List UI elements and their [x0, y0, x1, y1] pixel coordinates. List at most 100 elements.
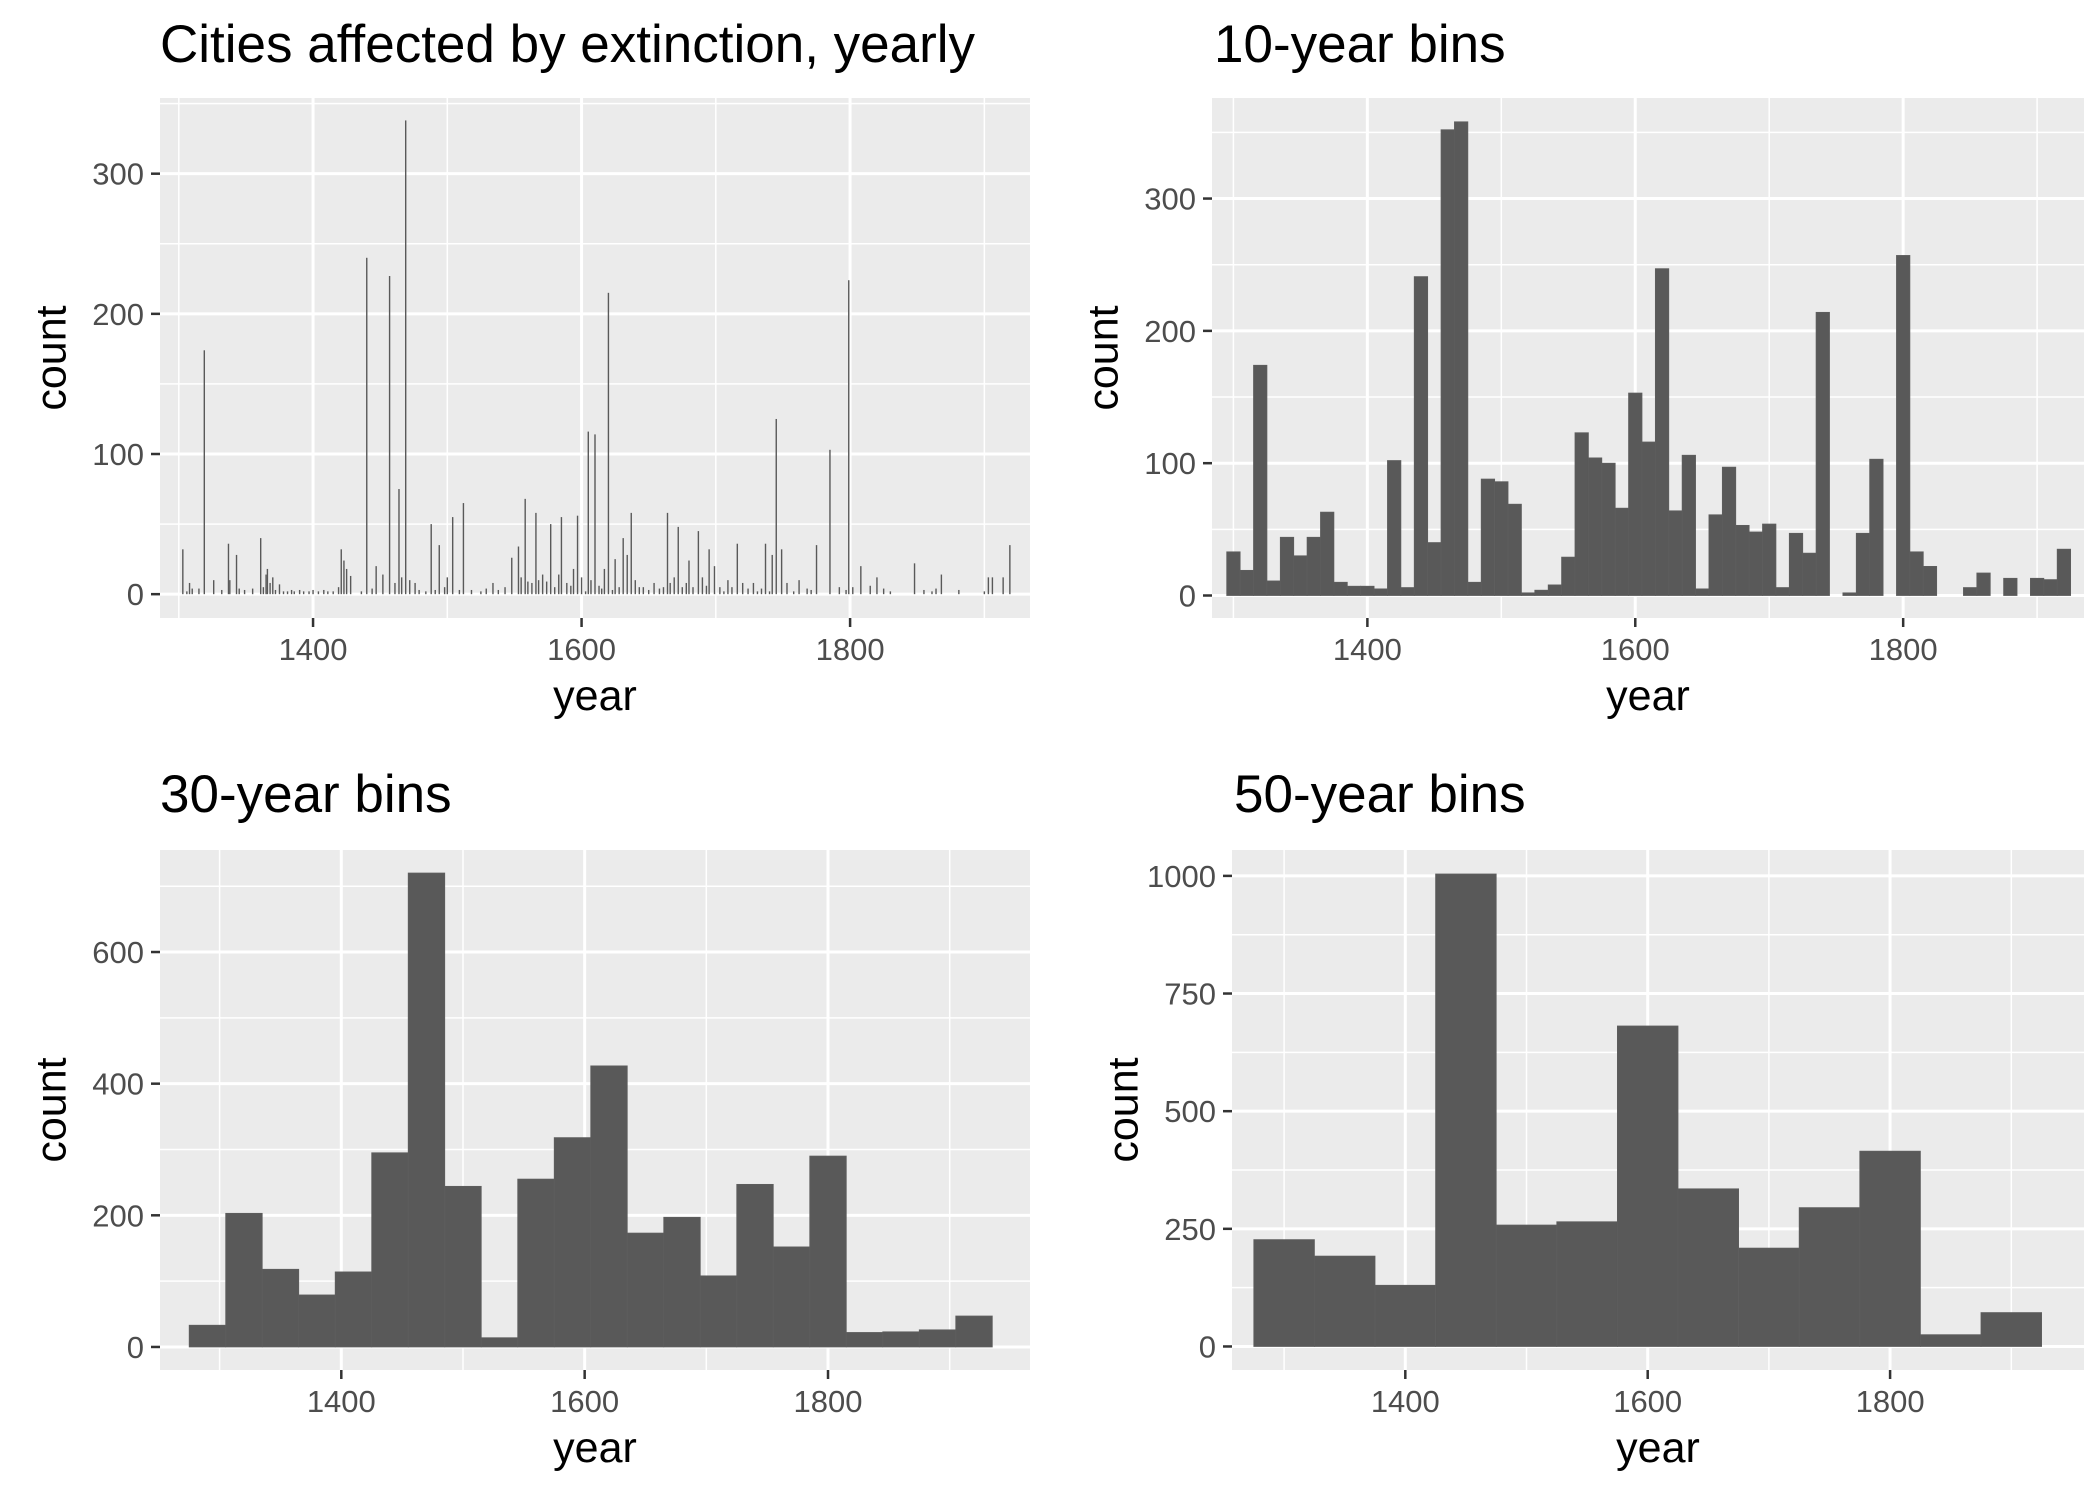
histogram-bar — [278, 584, 281, 595]
histogram-bar — [764, 543, 767, 595]
histogram-bar — [462, 503, 465, 595]
bars-yearly — [182, 120, 1011, 595]
x-axis-title-yearly: year — [553, 672, 637, 720]
histogram-bar — [398, 489, 400, 595]
y-tick-label: 0 — [127, 1330, 144, 1365]
histogram-bar — [549, 524, 552, 595]
y-axis-title-50-year-bins: count — [1099, 1057, 1147, 1162]
histogram-bar — [741, 582, 744, 595]
histogram-bar — [272, 577, 274, 595]
histogram-bar — [1919, 1334, 1982, 1347]
histogram-bar — [756, 591, 759, 595]
histogram-bar — [752, 582, 755, 595]
histogram-bar — [913, 563, 916, 595]
histogram-bar — [430, 524, 432, 595]
histogram-bar — [298, 589, 301, 595]
histogram-bar — [451, 517, 454, 595]
histogram-bar — [480, 591, 482, 595]
histogram-bar — [443, 587, 446, 595]
y-tick-label: 0 — [1179, 579, 1196, 614]
histogram-bar — [1641, 441, 1656, 596]
x-tick-label: 1800 — [816, 632, 885, 667]
histogram-bar — [360, 591, 363, 595]
histogram-bar — [317, 591, 320, 595]
histogram-bar — [191, 588, 193, 595]
x-axis-50-year-bins: 1400 1600 1800 — [1371, 1370, 1925, 1419]
histogram-bar — [409, 580, 411, 595]
histogram-bar — [701, 577, 704, 595]
histogram-bar — [1762, 523, 1777, 596]
y-tick-label: 200 — [92, 297, 144, 332]
histogram-bar — [517, 546, 520, 595]
histogram-bar — [1373, 588, 1388, 596]
histogram-bar — [669, 582, 671, 595]
histogram-bar — [400, 577, 403, 595]
x-tick-label: 1600 — [1613, 1384, 1682, 1419]
histogram-bar — [227, 543, 230, 595]
histogram-bar — [1556, 1221, 1618, 1347]
histogram-bar — [1614, 507, 1629, 596]
histogram-bar — [327, 591, 329, 595]
histogram-bar — [345, 568, 348, 595]
histogram-bar — [545, 581, 548, 595]
histogram-bar — [560, 517, 563, 595]
histogram-bar — [991, 577, 994, 595]
x-tick-label: 1600 — [1601, 632, 1670, 667]
histogram-bar — [1440, 129, 1455, 596]
histogram-bar — [708, 549, 710, 595]
histogram-bar — [434, 589, 436, 595]
histogram-bar — [238, 588, 240, 595]
histogram-bar — [1253, 364, 1268, 596]
histogram-bar — [987, 577, 990, 595]
histogram-bar — [845, 589, 847, 595]
histogram-bar — [308, 591, 310, 595]
y-tick-label: 100 — [92, 437, 144, 472]
histogram-bar — [444, 1185, 482, 1348]
y-tick-label: 0 — [127, 577, 144, 612]
histogram-bar — [269, 582, 271, 595]
histogram-bar — [662, 587, 665, 595]
histogram-bar — [845, 1332, 884, 1348]
histogram-bar — [648, 589, 650, 595]
histogram-bar — [1859, 1150, 1921, 1347]
histogram-bar — [511, 557, 513, 595]
y-axis-10-year-bins: 0 100 200 300 — [1144, 182, 1212, 614]
histogram-bar — [375, 566, 377, 595]
histogram-bar — [470, 589, 473, 595]
histogram-bar — [1980, 1312, 2042, 1347]
histogram-bar — [480, 1337, 519, 1348]
histogram-bar — [1587, 457, 1603, 596]
histogram-bar — [747, 588, 749, 595]
x-axis-30-year-bins: 1400 1600 1800 — [307, 1370, 862, 1419]
histogram-bar — [1279, 536, 1295, 596]
histogram-bar — [243, 589, 246, 595]
histogram-bar — [262, 587, 265, 595]
histogram-bar — [584, 591, 587, 595]
histogram-bar — [2030, 577, 2045, 596]
histogram-bar — [1009, 545, 1011, 595]
histogram-bar — [1454, 121, 1469, 596]
histogram-bar — [1896, 255, 1911, 596]
histogram-bar — [955, 1315, 993, 1348]
histogram-bar — [663, 1216, 701, 1348]
histogram-bar — [1495, 1224, 1558, 1347]
histogram-bar — [815, 545, 818, 595]
histogram-bar — [793, 591, 795, 595]
histogram-bar — [2056, 548, 2072, 596]
bars-30-year-bins — [188, 872, 993, 1348]
histogram-bar — [1922, 565, 1938, 596]
histogram-bar — [2003, 577, 2018, 596]
panel-50-year-bins: 50-year bins 0 250 500 750 1000 1400 160… — [1099, 765, 2084, 1472]
y-tick-label: 250 — [1164, 1212, 1216, 1247]
histogram-bar — [626, 1232, 665, 1348]
panel-title-30-year-bins: 30-year bins — [160, 765, 452, 824]
histogram-bar — [935, 588, 937, 595]
histogram-bar — [2043, 579, 2058, 596]
histogram-bar — [775, 418, 777, 595]
histogram-bar — [251, 588, 254, 595]
histogram-bar — [1909, 551, 1924, 596]
histogram-bar — [786, 582, 788, 595]
histogram-bar — [553, 1137, 592, 1348]
histogram-bar — [1561, 556, 1576, 596]
histogram-bar — [337, 587, 340, 595]
